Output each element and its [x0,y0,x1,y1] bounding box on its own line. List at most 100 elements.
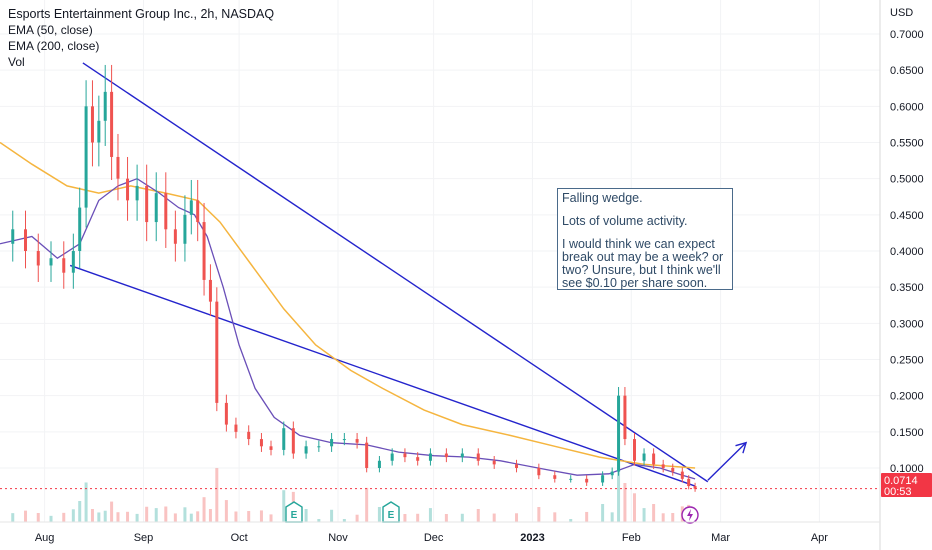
volume-bar [71,509,75,522]
candle-body [202,222,206,280]
annotation-note[interactable]: Falling wedge. Lots of volume activity. … [557,188,733,290]
candle-body [11,229,15,244]
candle-body [24,229,28,251]
svg-text:E: E [388,510,395,521]
y-tick-label: 0.5000 [890,174,924,186]
candle-body [444,453,448,458]
volume-bar [671,513,675,522]
x-tick-label: Oct [231,532,248,544]
x-tick-label: Aug [35,532,55,544]
candle-body [610,471,614,476]
volume-bar [403,514,407,522]
trendline [69,264,696,487]
volume-bar [416,513,420,522]
volume-bar [661,513,665,522]
volume-bar [164,506,168,522]
volume-bar [247,511,251,522]
volume-bar [476,509,480,522]
volume-bars [11,459,697,522]
volume-bar [610,512,614,522]
volume-bar [492,513,496,522]
candle-body [515,464,519,468]
candle-body [642,453,646,461]
candle-body [234,424,238,432]
candle-body [62,258,66,273]
candle-body [259,439,263,447]
volume-bar [154,508,158,522]
note-line-3: I would think we can expect break out ma… [562,237,724,290]
volume-bar [173,513,177,522]
y-tick-label: 0.5500 [890,138,924,150]
candle-body [189,200,193,215]
indicator-ema200[interactable]: EMA (200, close) [8,39,100,53]
indicator-ema50[interactable]: EMA (50, close) [8,23,93,37]
y-tick-label: 0.3000 [890,318,924,330]
candle-body [126,178,130,201]
volume-bar [183,507,187,522]
candle-body [617,395,621,472]
symbol-title: Esports Entertainment Group Inc., 2h, NA… [8,7,275,21]
candle-body [365,442,369,468]
y-tick-label: 0.6500 [890,65,924,77]
candle-body [661,464,665,468]
volume-bar [537,507,541,522]
x-tick-label: 2023 [520,532,544,544]
candle-body [687,478,691,487]
volume-bar [444,514,448,522]
earnings-icon[interactable]: E [285,501,303,523]
candle-body [537,468,541,476]
volume-bar [652,504,656,522]
y-tick-label: 0.1000 [890,463,924,475]
trendline [707,442,747,481]
volume-bar [282,490,286,522]
trendline [82,62,709,483]
candle-body [145,185,149,223]
y-tick-label: 0.3500 [890,282,924,294]
x-tick-label: Sep [134,532,154,544]
candle-body [355,439,359,443]
candle-body [215,301,219,403]
y-tick-label: 0.2000 [890,391,924,403]
volume-bar [224,500,228,522]
candle-body [154,193,158,223]
trendlines [69,62,748,487]
split-icon[interactable] [681,506,699,524]
candle-body [428,453,432,461]
bar-countdown: 00:53 [884,486,912,498]
volume-bar [377,507,381,522]
candle-body [632,439,636,461]
candle-body [416,457,420,461]
candle-body [304,446,308,454]
volume-bar [116,512,120,522]
volume-bar [304,509,308,522]
candle-body [84,106,88,208]
candle-body [569,478,573,480]
candles [11,64,697,492]
volume-bar [342,519,346,522]
volume-bar [623,483,627,522]
y-tick-label: 0.1500 [890,427,924,439]
volume-bar [317,519,321,522]
candle-body [78,207,82,251]
candle-body [135,185,139,201]
volume-bar [62,512,66,522]
chart-legend: Esports Entertainment Group Inc., 2h, NA… [8,6,274,70]
indicator-volume[interactable]: Vol [8,55,25,69]
note-line-2: Lots of volume activity. [562,214,688,228]
chart-grid [0,0,880,522]
y-tick-label: 0.4000 [890,246,924,258]
earnings-icon[interactable]: E [382,501,400,523]
candle-body [224,402,228,425]
candle-body [103,91,107,121]
candle-body [553,475,557,479]
x-tick-label: Apr [811,532,828,544]
candle-body [476,453,480,461]
last-price-badge: 0.0714 00:53 [881,473,932,498]
candle-body [97,120,101,143]
candle-body [183,214,187,244]
candle-body [377,460,381,468]
volume-bar [110,501,114,522]
candle-body [680,471,684,479]
